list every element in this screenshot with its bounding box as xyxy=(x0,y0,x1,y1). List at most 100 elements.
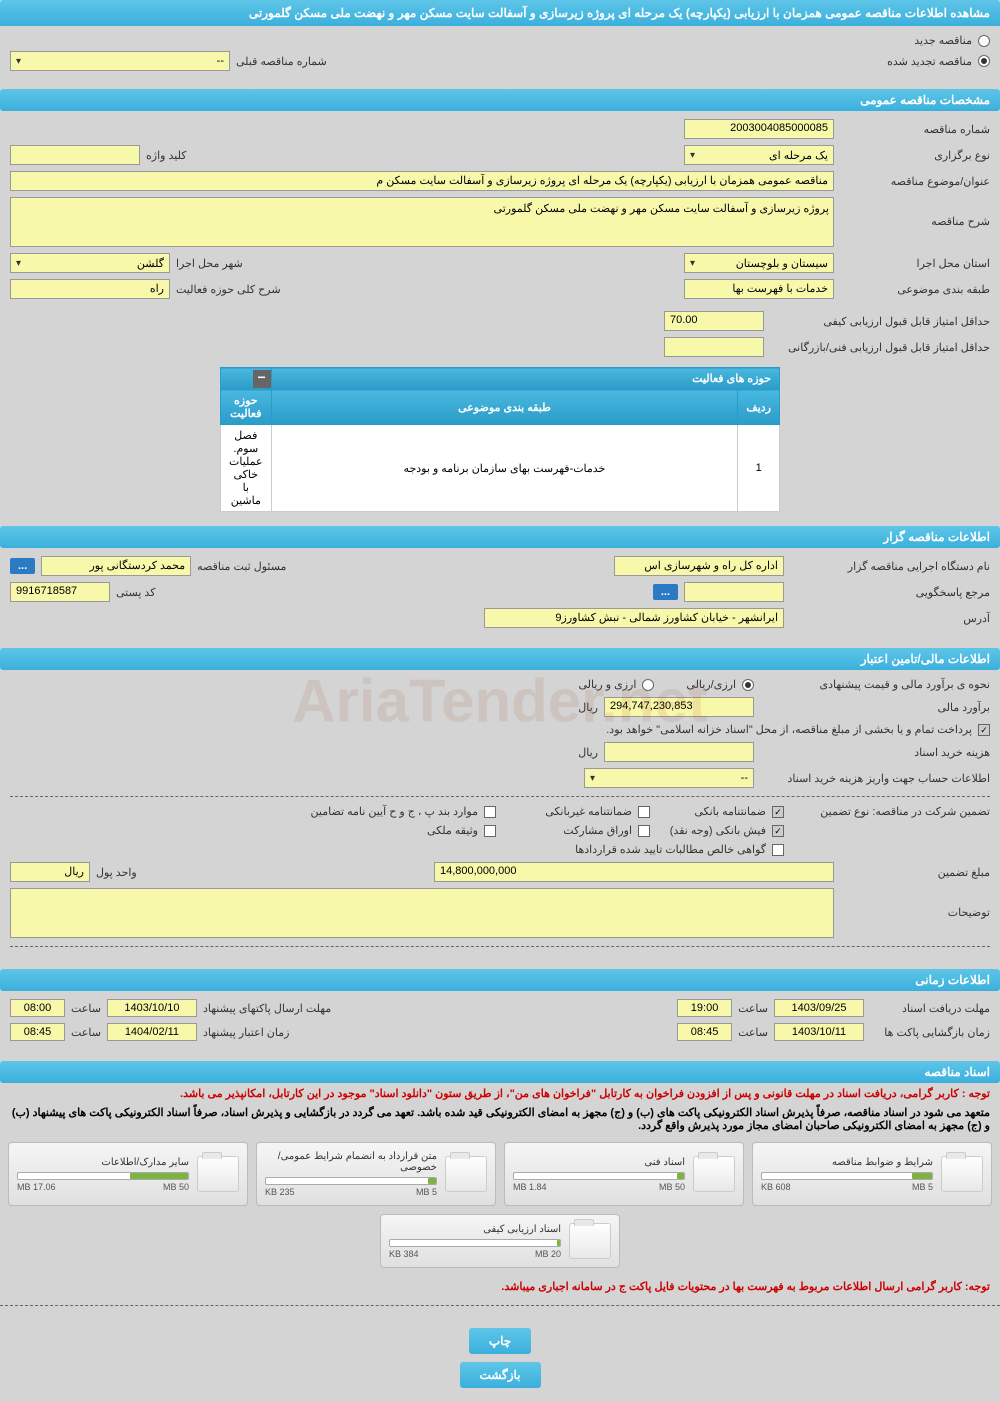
select-province[interactable]: سیستان و بلوچستان ▾ xyxy=(684,253,834,273)
label-renewed-tender: مناقصه تجدید شده xyxy=(887,55,972,68)
radio-new-tender[interactable] xyxy=(978,35,990,47)
label-estimate: برآورد مالی xyxy=(760,701,990,714)
file-box[interactable]: اسناد فنی 50 MB1.84 MB xyxy=(504,1142,744,1206)
field-guarantee-amount: 14,800,000,000 xyxy=(434,862,834,882)
chevron-down-icon: ▾ xyxy=(16,56,21,67)
label-cash: فیش بانکی (وجه نقد) xyxy=(656,824,766,837)
back-button[interactable]: بازگشت xyxy=(460,1362,541,1388)
field-min-tech xyxy=(664,337,764,357)
label-notes: توضیحات xyxy=(840,888,990,919)
label-category: طبقه بندی موضوعی xyxy=(840,283,990,296)
field-receive-date: 1403/09/25 xyxy=(774,999,864,1017)
label-tender-number: شماره مناقصه xyxy=(840,123,990,136)
label-unit1: ریال xyxy=(578,701,598,714)
progress-bar xyxy=(265,1177,437,1185)
radio-renewed-tender[interactable] xyxy=(978,55,990,67)
checkbox-clauses[interactable] xyxy=(484,806,496,818)
page-title: مشاهده اطلاعات مناقصه عمومی همزمان با ار… xyxy=(0,0,1000,26)
label-min-tech: حداقل امتیاز قابل قبول ارزیابی فنی/بازرگ… xyxy=(770,341,990,354)
field-estimate: 294,747,230,853 xyxy=(604,697,754,717)
label-estimate-type: نحوه ی برآورد مالی و قیمت پیشنهادی xyxy=(760,678,990,691)
field-address: ایرانشهر - خیابان کشاورز شمالی - نبش کشا… xyxy=(484,608,784,628)
divider xyxy=(0,1305,1000,1306)
progress-bar xyxy=(389,1239,561,1247)
checkbox-property[interactable] xyxy=(484,825,496,837)
field-subject[interactable]: مناقصه عمومی همزمان با ارزیابی (یکپارچه)… xyxy=(10,171,834,191)
label-property: وثیقه ملکی xyxy=(427,824,478,837)
label-opening: زمان بازگشایی پاکت ها xyxy=(870,1026,990,1039)
dots-button[interactable]: ... xyxy=(653,584,678,600)
checkbox-securities[interactable] xyxy=(638,825,650,837)
file-box[interactable]: شرایط و ضوابط مناقصه 5 MB608 KB xyxy=(752,1142,992,1206)
folder-icon xyxy=(693,1156,735,1192)
label-postal: کد پستی xyxy=(116,586,155,599)
checkbox-bank-guarantee[interactable] xyxy=(772,806,784,818)
label-min-quality: حداقل امتیاز قابل قبول ارزیابی کیفی xyxy=(770,315,990,328)
field-category: خدمات با فهرست بها xyxy=(684,279,834,299)
field-responder[interactable] xyxy=(684,582,784,602)
checkbox-nonbank[interactable] xyxy=(638,806,650,818)
file-box[interactable]: اسناد ارزیابی کیفی 20 MB384 KB xyxy=(380,1214,620,1268)
file-title: شرایط و ضوابط مناقصه xyxy=(761,1157,933,1168)
divider xyxy=(10,796,990,797)
radio-currency[interactable] xyxy=(642,679,654,691)
label-province: استان محل اجرا xyxy=(840,257,990,270)
progress-bar xyxy=(17,1172,189,1180)
field-keyword[interactable] xyxy=(10,145,140,165)
activity-table-title: حوزه های فعالیت xyxy=(271,368,779,390)
file-title: متن قرارداد به انضمام شرایط عمومی/خصوصی xyxy=(265,1151,437,1173)
folder-icon xyxy=(941,1156,983,1192)
label-purchase-cost: هزینه خرید اسناد xyxy=(760,746,990,759)
label-rial: ارزی/ریالی xyxy=(686,678,736,691)
checkbox-treasury[interactable] xyxy=(978,724,990,736)
label-time3: ساعت xyxy=(738,1026,768,1039)
file-title: اسناد فنی xyxy=(513,1157,685,1168)
field-submit-time: 08:00 xyxy=(10,999,65,1017)
section-timing: اطلاعات زمانی xyxy=(0,969,1000,991)
select-hold-type[interactable]: یک مرحله ای ▾ xyxy=(684,145,834,165)
section-financial: اطلاعات مالی/تامین اعتبار xyxy=(0,648,1000,670)
select-prev-tender-number[interactable]: -- ▾ xyxy=(10,51,230,71)
label-receive-deadline: مهلت دریافت اسناد xyxy=(870,1002,990,1015)
field-activity-desc: راه xyxy=(10,279,170,299)
field-opening-time: 08:45 xyxy=(677,1023,732,1041)
field-purchase-cost[interactable] xyxy=(604,742,754,762)
field-receive-time: 19:00 xyxy=(677,999,732,1017)
field-validity-time: 08:45 xyxy=(10,1023,65,1041)
checkbox-cash[interactable] xyxy=(772,825,784,837)
field-tender-number: 2003004085000085 xyxy=(684,119,834,139)
field-description[interactable]: پروژه زیرسازی و آسفالت سایت مسکن مهر و ن… xyxy=(10,197,834,247)
label-new-tender: مناقصه جدید xyxy=(914,34,972,47)
field-opening-date: 1403/10/11 xyxy=(774,1023,864,1041)
file-box[interactable]: سایر مدارک/اطلاعات 50 MB17.06 MB xyxy=(8,1142,248,1206)
notice-fileC: توجه: کاربر گرامی ارسال اطلاعات مربوط به… xyxy=(0,1276,1000,1297)
print-button[interactable]: چاپ xyxy=(469,1328,531,1354)
label-treasury: پرداخت تمام و یا بخشی از مبلغ مناقصه، از… xyxy=(606,723,972,736)
dots-button[interactable]: ... xyxy=(10,558,35,574)
label-keyword: کلید واژه xyxy=(146,149,186,162)
field-notes[interactable] xyxy=(10,888,834,938)
folder-icon xyxy=(569,1223,611,1259)
th-row: ردیف xyxy=(738,390,780,425)
select-city[interactable]: گلشن ▾ xyxy=(10,253,170,273)
divider xyxy=(10,946,990,947)
label-unit2: ریال xyxy=(578,746,598,759)
chevron-down-icon: ▾ xyxy=(690,150,695,161)
label-submit-deadline: مهلت ارسال پاکتهای پیشنهاد xyxy=(203,1002,331,1015)
label-nonbank: ضمانتنامه غیربانکی xyxy=(502,805,632,818)
radio-rial[interactable] xyxy=(742,679,754,691)
minimize-button[interactable]: − xyxy=(253,370,271,388)
label-activity-desc: شرح کلی حوزه فعالیت xyxy=(176,283,281,296)
file-box[interactable]: متن قرارداد به انضمام شرایط عمومی/خصوصی … xyxy=(256,1142,496,1206)
label-clauses: موارد بند پ ، ج و ح آیین نامه تضامین xyxy=(311,805,478,818)
label-address: آدرس xyxy=(790,612,990,625)
chevron-down-icon: ▾ xyxy=(16,258,21,269)
checkbox-net[interactable] xyxy=(772,844,784,856)
label-currency: ارزی و ریالی xyxy=(578,678,636,691)
field-registrar: محمد کردستگانی پور xyxy=(41,556,191,576)
file-title: اسناد ارزیابی کیفی xyxy=(389,1224,561,1235)
field-submit-date: 1403/10/10 xyxy=(107,999,197,1017)
select-account-info[interactable]: -- ▾ xyxy=(584,768,754,788)
chevron-down-icon: ▾ xyxy=(590,773,595,784)
file-grid: شرایط و ضوابط مناقصه 5 MB608 KB اسناد فن… xyxy=(0,1134,1000,1276)
